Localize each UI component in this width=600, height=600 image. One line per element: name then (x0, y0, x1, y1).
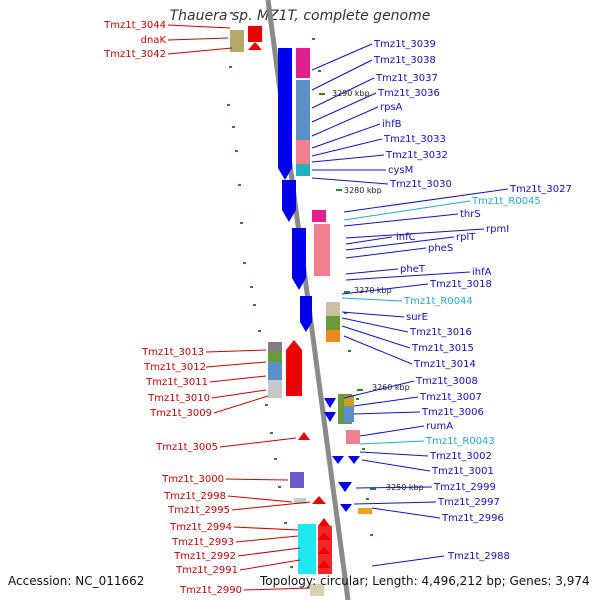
gene-label: Tmz1t_3007 (419, 392, 482, 403)
gene-label: Tmz1t_3016 (409, 327, 472, 338)
right-gene-labels: Tmz1t_3039 Tmz1t_3038 Tmz1t_3037 Tmz1t_3… (373, 39, 572, 562)
tick-marks (227, 12, 376, 568)
rna-label: Tmz1t_R0043 (425, 436, 495, 447)
kbp-label: 3260 kbp (372, 383, 410, 392)
gene-cluster-3000 (290, 472, 372, 514)
gene-label: Tmz1t_3011 (145, 377, 208, 388)
kbp-label: 3290 kbp (332, 89, 370, 98)
gene-label: Tmz1t_3018 (429, 279, 492, 290)
gene-label: Tmz1t_3005 (155, 442, 218, 453)
gene-label: Tmz1t_2994 (169, 522, 232, 533)
map-title: Thauera sp. MZ1T, complete genome (169, 8, 431, 24)
gene-label: Tmz1t_3008 (415, 376, 478, 387)
gene-label: rpmI (486, 224, 509, 235)
gene-cluster-blue (278, 48, 340, 342)
gene-label: Tmz1t_3027 (509, 184, 572, 195)
gene-label: Tmz1t_2995 (167, 505, 230, 516)
gene-label: Tmz1t_2998 (163, 491, 226, 502)
kbp-label: 3280 kbp (344, 186, 382, 195)
gene-label: Tmz1t_3014 (413, 359, 476, 370)
gene-label: Tmz1t_3009 (149, 408, 212, 419)
gene-label: Tmz1t_3000 (161, 474, 224, 485)
gene-label: Tmz1t_3030 (389, 179, 452, 190)
gene-label: Tmz1t_2988 (447, 551, 510, 562)
topology-label: Topology: circular; Length: 4,496,212 bp… (260, 574, 590, 588)
gene-label: Tmz1t_3015 (411, 343, 474, 354)
gene-label: Tmz1t_3001 (431, 466, 494, 477)
gene-label: Tmz1t_3013 (141, 347, 204, 358)
right-leader-lines (311, 43, 509, 567)
gene-cluster-top (230, 26, 262, 52)
left-leader-lines (167, 24, 311, 591)
gene-label: Tmz1t_2992 (173, 551, 236, 562)
accession-label: Accession: NC_011662 (8, 574, 145, 588)
rna-leader-lines (341, 200, 471, 445)
gene-label: Tmz1t_2997 (437, 497, 500, 508)
gene-cluster-3013 (268, 340, 302, 398)
gene-label: Tmz1t_3006 (421, 407, 484, 418)
gene-label: Tmz1t_3002 (429, 451, 492, 462)
gene-label: Tmz1t_3036 (377, 88, 440, 99)
gene-label: Tmz1t_3042 (103, 49, 166, 60)
gene-label: Tmz1t_2990 (179, 585, 242, 596)
gene-label: Tmz1t_2993 (171, 537, 234, 548)
gene-label: Tmz1t_3010 (147, 393, 210, 404)
gene-label: Tmz1t_3033 (383, 134, 446, 145)
gene-label: infC (396, 232, 416, 243)
gene-label: Tmz1t_3012 (143, 362, 206, 373)
gene-label: thrS (460, 209, 481, 220)
gene-label: pheT (400, 264, 426, 275)
gene-label: Tmz1t_3044 (103, 20, 166, 31)
gene-label: pheS (428, 243, 453, 254)
gene-label: dnaK (141, 35, 167, 46)
gene-label: Tmz1t_3037 (375, 73, 438, 84)
rna-label: Tmz1t_R0044 (403, 296, 473, 307)
gene-label: ihfB (382, 119, 402, 130)
gene-label: rplT (456, 232, 476, 243)
gene-label: Tmz1t_3039 (373, 39, 436, 50)
left-gene-labels: Tmz1t_3044 dnaK Tmz1t_3042 Tmz1t_3013 Tm… (103, 20, 242, 596)
gene-label: ihfA (472, 267, 492, 278)
rna-label: Tmz1t_R0045 (471, 196, 541, 207)
gene-label: Tmz1t_2999 (433, 482, 496, 493)
gene-label: cysM (388, 165, 413, 176)
gene-cluster-3008 (298, 394, 360, 464)
gene-cluster-2994 (298, 518, 332, 596)
gene-label: rpsA (380, 102, 403, 113)
gene-label: Tmz1t_2991 (175, 565, 238, 576)
gene-label: Tmz1t_3038 (373, 55, 436, 66)
gene-label: Tmz1t_3032 (385, 150, 448, 161)
gene-label: rumA (426, 421, 453, 432)
gene-label: Tmz1t_2996 (441, 513, 504, 524)
gene-label: surE (406, 312, 428, 323)
